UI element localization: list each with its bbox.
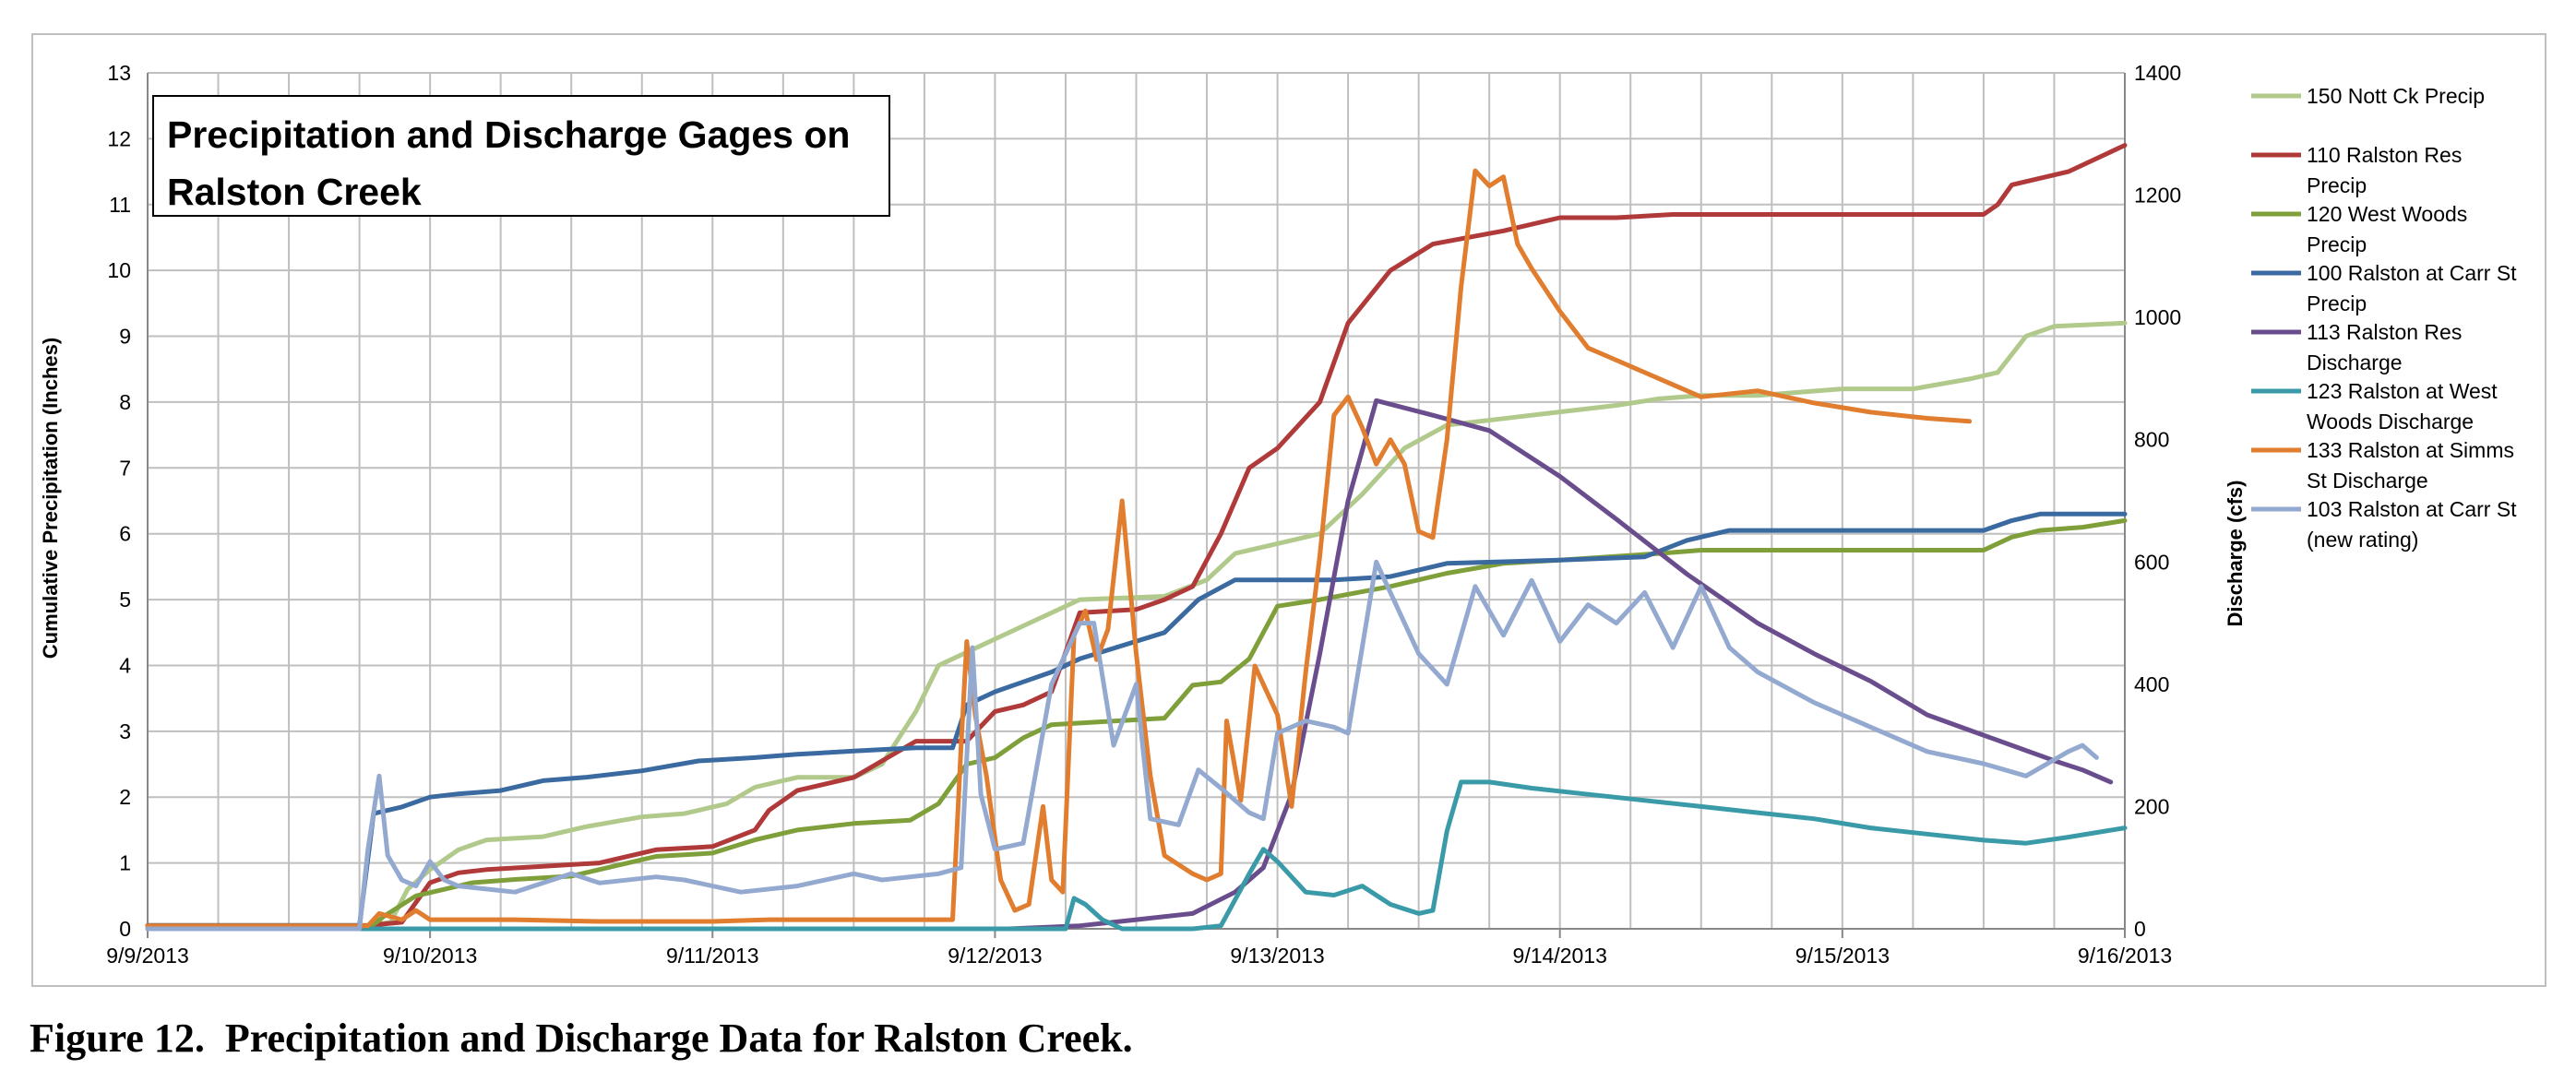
series-line-150-nott-ck-precip <box>145 320 2128 928</box>
x-tick-label: 9/12/2013 <box>948 944 1042 968</box>
series-line-110-ralston-res-precip <box>145 143 2128 928</box>
legend-entry: (new rating) <box>2307 528 2418 552</box>
y-tick-label: 3 <box>119 719 131 743</box>
y-tick-label: 5 <box>119 588 131 612</box>
y-tick-label: 2 <box>119 785 131 809</box>
y2-tick-label: 400 <box>2134 672 2169 696</box>
figure-caption: Figure 12. Precipitation and Discharge D… <box>30 1016 1133 1061</box>
x-tick-label: 9/14/2013 <box>1513 944 1607 968</box>
y-tick-label: 9 <box>119 325 131 349</box>
x-tick-label: 9/16/2013 <box>2078 944 2172 968</box>
y-tick-label: 4 <box>119 653 131 677</box>
y2-tick-label: 1200 <box>2134 184 2181 208</box>
legend-entry: Precip <box>2307 173 2367 197</box>
y2-axis-title: Discharge (cfs) <box>2224 481 2247 627</box>
legend-entry: Woods Discharge <box>2307 410 2474 434</box>
series-line-100-ralston-at-carr-st-precip <box>145 511 2128 928</box>
legend-entry: 123 Ralston at West <box>2307 379 2498 403</box>
x-tick-label: 9/15/2013 <box>1795 944 1890 968</box>
legend-entry: 113 Ralston Res <box>2307 320 2462 344</box>
y2-tick-label: 0 <box>2134 917 2146 941</box>
series-line-113-ralston-res-discharge <box>1007 398 2114 932</box>
series-line-120-west-woods-precip <box>145 517 2128 932</box>
legend-entry: Precip <box>2307 291 2367 315</box>
x-tick-label: 9/13/2013 <box>1230 944 1324 968</box>
legend-entry: 103 Ralston at Carr St <box>2307 497 2517 521</box>
legend: 150 Nott Ck Precip 110 Ralston Res Precip 1… <box>2251 84 2517 552</box>
legend-entry: 100 Ralston at Carr St <box>2307 261 2517 285</box>
y-tick-label: 10 <box>107 258 131 282</box>
y-tick-label: 13 <box>107 61 131 85</box>
x-tick-label: 9/10/2013 <box>383 944 477 968</box>
y-tick-label: 7 <box>119 456 131 480</box>
y-axis-title: Cumulative Precipitation (Inches) <box>39 338 62 659</box>
chart-title-box: Precipitation and Discharge Gages on Ral… <box>152 95 890 217</box>
y-tick-label: 1 <box>119 851 131 875</box>
series-lines <box>145 143 2128 932</box>
y2-tick-label: 200 <box>2134 794 2169 818</box>
y-tick-label: 8 <box>119 390 131 414</box>
legend-entry: Discharge <box>2307 350 2403 374</box>
series-line-133-ralston-at-simms-st-discharge <box>145 168 1973 929</box>
y2-tick-label: 1400 <box>2134 61 2181 85</box>
y-tick-label: 12 <box>107 126 131 150</box>
y2-tick-label: 800 <box>2134 428 2169 452</box>
y-tick-label: 6 <box>119 522 131 546</box>
y-tick-label: 11 <box>109 193 131 217</box>
y2-tick-label: 600 <box>2134 550 2169 574</box>
legend-entry: 110 Ralston Res <box>2307 143 2462 167</box>
chart-frame <box>31 33 2546 987</box>
legend-entry: Precip <box>2307 232 2367 256</box>
x-tick-label: 9/11/2013 <box>666 944 759 968</box>
y2-tick-label: 1000 <box>2134 305 2181 329</box>
legend-entry: 120 West Woods <box>2307 202 2467 226</box>
series-line-123-ralston-at-west-woods-discharge <box>145 779 2128 932</box>
legend-entry: 133 Ralston at Simms <box>2307 438 2514 462</box>
series-line-103-ralston-at-carr-st-new-rating <box>145 559 2099 932</box>
y-tick-label: 0 <box>119 917 131 941</box>
chart-title: Precipitation and Discharge Gages on Ral… <box>167 113 851 213</box>
x-tick-label: 9/9/2013 <box>106 944 189 968</box>
legend-entry: St Discharge <box>2307 469 2428 493</box>
legend-entry: 150 Nott Ck Precip <box>2307 84 2485 108</box>
